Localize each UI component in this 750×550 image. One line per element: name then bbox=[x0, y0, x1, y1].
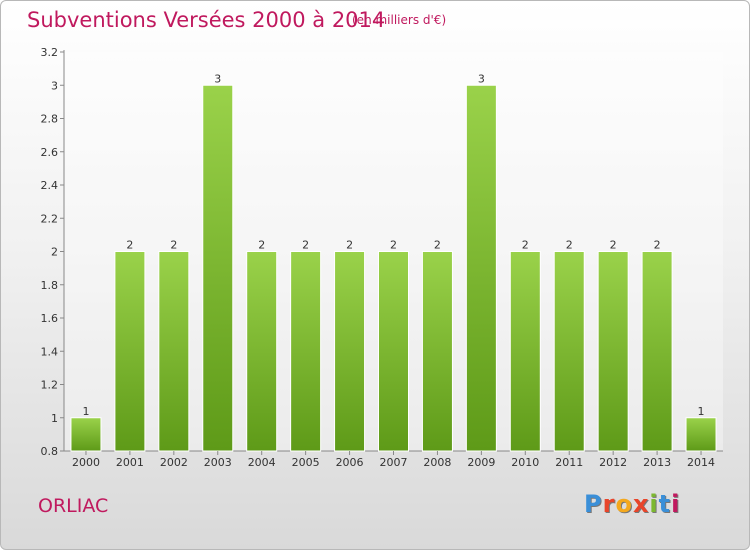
logo-letter: t bbox=[658, 490, 672, 518]
x-tick-label: 2011 bbox=[555, 456, 583, 469]
y-tick-label: 2.4 bbox=[41, 179, 59, 192]
chart-subtitle: (en milliers d'€) bbox=[352, 13, 447, 27]
x-tick-label: 2013 bbox=[643, 456, 671, 469]
y-tick-label: 0.8 bbox=[41, 445, 59, 458]
x-tick-label: 2007 bbox=[380, 456, 408, 469]
logo-letter: i bbox=[649, 490, 659, 518]
x-tick-label: 2009 bbox=[467, 456, 495, 469]
bar bbox=[246, 251, 278, 452]
bar-value-label: 2 bbox=[302, 239, 309, 252]
y-tick-label: 1.8 bbox=[41, 279, 59, 292]
x-tick-label: 2001 bbox=[116, 456, 144, 469]
bar-value-label: 2 bbox=[610, 239, 617, 252]
bar bbox=[465, 84, 497, 452]
bar-value-label: 2 bbox=[258, 239, 265, 252]
y-tick-label: 2.2 bbox=[41, 212, 59, 225]
x-tick-label: 2010 bbox=[511, 456, 539, 469]
bar-value-label: 3 bbox=[478, 72, 485, 85]
x-tick-label: 2005 bbox=[292, 456, 320, 469]
y-tick-label: 1 bbox=[51, 412, 58, 425]
y-tick-label: 3 bbox=[51, 79, 58, 92]
bar-value-label: 2 bbox=[390, 239, 397, 252]
commune-name: ORLIAC bbox=[38, 495, 109, 517]
bar bbox=[202, 84, 234, 452]
x-tick-label: 2014 bbox=[687, 456, 715, 469]
proxiti-logo: Proxiti bbox=[584, 490, 680, 518]
bar bbox=[509, 251, 541, 452]
logo-letter: i bbox=[671, 490, 681, 518]
x-tick-label: 2000 bbox=[72, 456, 100, 469]
bar bbox=[421, 251, 453, 452]
y-tick-label: 1.4 bbox=[41, 345, 59, 358]
x-tick-label: 2002 bbox=[160, 456, 188, 469]
y-tick-label: 1.6 bbox=[41, 312, 59, 325]
y-tick-label: 2 bbox=[51, 246, 58, 259]
bar bbox=[70, 417, 102, 452]
bar bbox=[114, 251, 146, 452]
x-tick-label: 2003 bbox=[204, 456, 232, 469]
bar-value-label: 2 bbox=[522, 239, 529, 252]
bar bbox=[334, 251, 366, 452]
y-tick-label: 2.8 bbox=[41, 113, 59, 126]
bar-value-label: 2 bbox=[126, 239, 133, 252]
bar-value-label: 2 bbox=[654, 239, 661, 252]
bar bbox=[378, 251, 409, 452]
y-tick-label: 2.6 bbox=[41, 146, 59, 159]
bar-value-label: 3 bbox=[214, 72, 221, 85]
bar-value-label: 1 bbox=[698, 405, 705, 418]
x-tick-label: 2006 bbox=[336, 456, 364, 469]
bar-value-label: 2 bbox=[170, 239, 177, 252]
bar bbox=[641, 251, 673, 452]
logo-letter: P bbox=[584, 490, 603, 518]
bar bbox=[553, 251, 585, 452]
x-tick-label: 2004 bbox=[248, 456, 276, 469]
chart-title: Subventions Versées 2000 à 2014 bbox=[27, 8, 386, 32]
x-tick-label: 2008 bbox=[423, 456, 451, 469]
bar-value-label: 2 bbox=[346, 239, 353, 252]
bar-value-label: 2 bbox=[566, 239, 573, 252]
bar bbox=[685, 417, 717, 452]
logo-letter: o bbox=[615, 490, 633, 518]
bar bbox=[290, 251, 322, 452]
logo-letter: r bbox=[602, 490, 616, 518]
y-tick-label: 1.2 bbox=[41, 379, 59, 392]
x-tick-label: 2012 bbox=[599, 456, 627, 469]
logo-letter: x bbox=[632, 490, 650, 518]
bar bbox=[597, 251, 629, 452]
bar bbox=[158, 251, 190, 452]
y-tick-label: 3.2 bbox=[41, 46, 59, 59]
bar-value-label: 1 bbox=[82, 405, 89, 418]
bar-value-label: 2 bbox=[434, 239, 441, 252]
